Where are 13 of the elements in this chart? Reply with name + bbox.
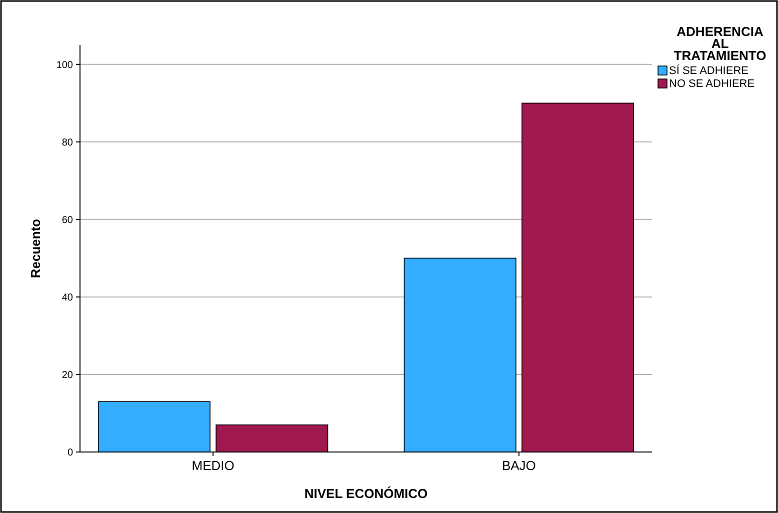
y-tick-label: 40 [62,292,74,304]
y-tick-label: 20 [62,370,74,381]
x-axis-title: NIVEL ECONÓMICO [304,486,428,501]
legend-title: ADHERENCIA AL TRATAMIENTO [674,24,766,63]
x-tick-label: BAJO [502,458,536,473]
y-tick-label: 80 [62,137,74,148]
x-tick-label: MEDIO [192,458,234,473]
legend-label: NO SE ADHIERE [669,78,755,90]
y-tick-label: 0 [67,448,74,458]
legend-label: SÍ SE ADHIERE [669,64,748,77]
y-tick-label: 100 [56,60,74,71]
y-tick-label: 60 [62,214,74,226]
y-axis-title: Recuento [28,218,43,278]
